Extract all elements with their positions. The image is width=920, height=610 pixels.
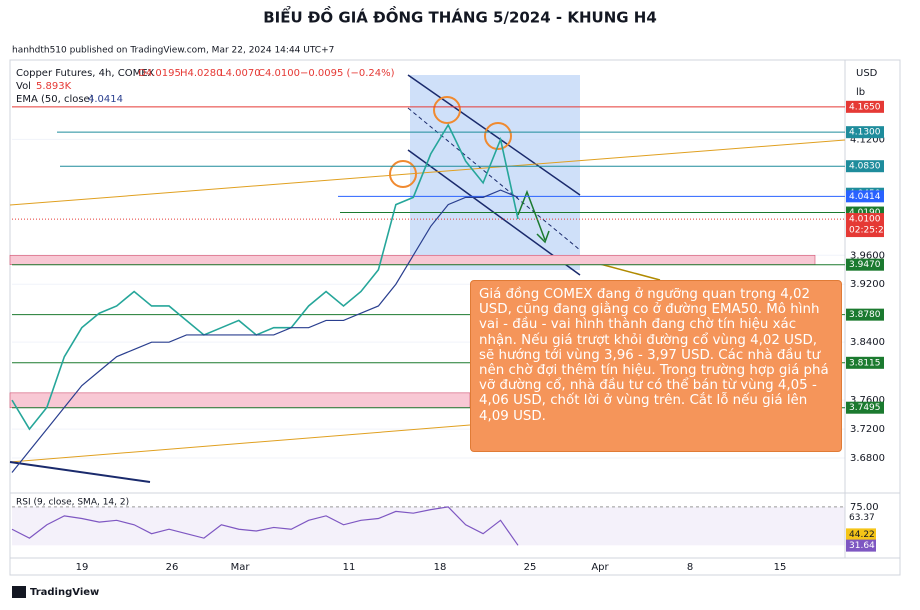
price-tag-label: 4.0414	[849, 192, 881, 202]
x-tick-label: 11	[343, 562, 356, 573]
y-tick-label: 4.1200	[850, 134, 885, 145]
unit[interactable]: lb	[856, 87, 865, 98]
price-tag	[846, 401, 884, 414]
x-tick-label: Apr	[591, 562, 609, 573]
price-tag	[846, 160, 884, 173]
footer: TradingView	[30, 587, 99, 598]
rsi-tag	[846, 539, 876, 552]
annotation: Giá đồng COMEX đang ở ngưỡng quan trọng …	[470, 280, 842, 452]
trend-line	[9, 461, 151, 483]
price-tag-label: 4.0100	[849, 215, 881, 225]
price-tag-label: 4.1650	[849, 102, 881, 112]
currency[interactable]: USD	[856, 68, 878, 79]
y-tick-label: 3.8400	[850, 337, 885, 348]
frame	[9, 59, 901, 576]
trend-line	[9, 139, 846, 206]
x-tick-label: Mar	[231, 562, 251, 573]
price-tag	[846, 213, 884, 238]
head-marker	[433, 96, 461, 124]
arrow	[517, 189, 546, 241]
subtitle: hanhdth510 published on TradingView.com,…	[12, 46, 334, 56]
x-tick-label: 8	[687, 562, 693, 573]
countdown: 02:25:27	[849, 226, 889, 236]
x-tick-label: 15	[774, 562, 787, 573]
x-tick-label: 26	[166, 562, 179, 573]
price-tag-label: 3.7495	[849, 403, 881, 413]
y-tick-label: 3.6800	[850, 453, 885, 464]
price-tag-label: 3.8780	[849, 310, 881, 320]
rsi-band	[12, 506, 845, 546]
rsi-tag-label: 44.22	[849, 530, 875, 540]
y-tick-label: 3.9600	[850, 250, 885, 261]
x-tick-label: 19	[76, 562, 89, 573]
zone	[9, 392, 471, 409]
price-tag-label: 3.8115	[849, 358, 881, 368]
price-tag-label: 4.0830	[849, 162, 881, 172]
trend-line	[407, 74, 581, 196]
y-tick-label: 75.00	[850, 502, 879, 513]
rsi-tag-label: 63.37	[849, 513, 875, 523]
shoulder-marker	[484, 122, 512, 150]
x-tick-label: 25	[524, 562, 537, 573]
price-tag	[846, 258, 884, 271]
rsi-tag	[846, 528, 876, 541]
series-line	[11, 506, 519, 546]
y-tick-label: 3.7200	[850, 424, 885, 435]
legend-symbol: Copper Futures, 4h, COMEX	[16, 68, 155, 79]
arrow-head	[536, 230, 550, 244]
legend-vol-label: Vol	[16, 81, 31, 92]
legend-ema-label: EMA (50, close)	[16, 94, 94, 105]
legend-close: C4.0100	[258, 68, 300, 79]
rsi-tag-label: 31.64	[849, 541, 875, 551]
price-tag	[846, 126, 884, 139]
legend-change: −0.0095 (−0.24%)	[300, 68, 395, 79]
series-line	[11, 123, 519, 431]
series-line	[11, 189, 519, 473]
price-tag-label: 4.1300	[849, 128, 881, 138]
y-tick-label: 3.9200	[850, 279, 885, 290]
trend-line	[9, 424, 471, 463]
rsi-tag	[846, 511, 876, 524]
legend-high: H4.0280	[180, 68, 223, 79]
price-tag	[846, 308, 884, 321]
price-tag	[846, 190, 884, 203]
legend-ema: 4.0414	[88, 94, 123, 105]
trend-line	[407, 107, 581, 251]
legend-low: L4.0070	[220, 68, 261, 79]
x-tick-label: 18	[434, 562, 447, 573]
rsi-label: RSI (9, close, SMA, 14, 2)	[16, 498, 129, 508]
price-tag-label: 3.9470	[849, 260, 881, 270]
chart-title: BIỂU ĐỒ GIÁ ĐỒNG THÁNG 5/2024 - KHUNG H4	[263, 5, 657, 27]
price-tag	[846, 356, 884, 369]
y-tick-label: 3.7600	[850, 395, 885, 406]
logo	[12, 586, 26, 598]
price-tag	[846, 100, 884, 113]
legend-vol: 5.893K	[36, 81, 72, 92]
shoulder-marker	[389, 160, 417, 188]
legend-open: O4.0195	[138, 68, 181, 79]
price-tag-label: 4.0190	[849, 208, 881, 218]
